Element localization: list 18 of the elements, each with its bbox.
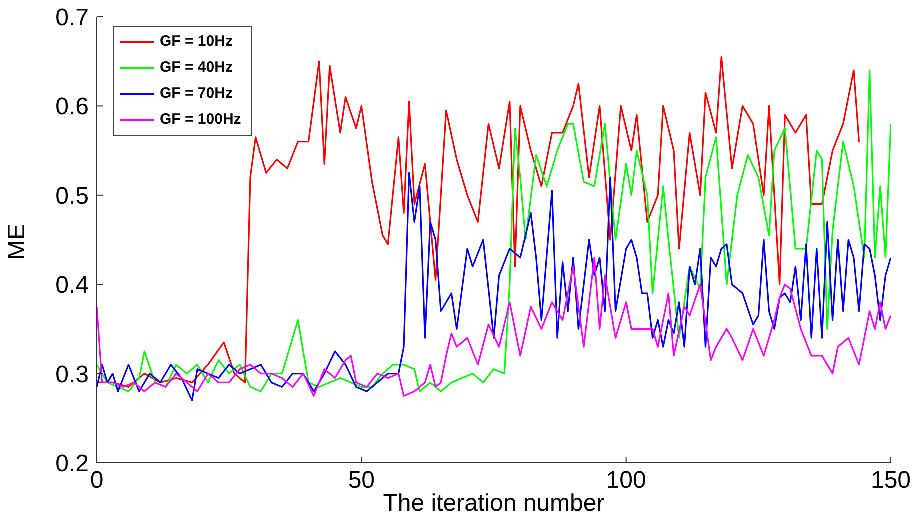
x-tick-label: 50 [348, 467, 376, 494]
legend-label: GF = 40Hz [160, 58, 233, 78]
line-series [97, 257, 891, 397]
y-tick-label: 0.7 [56, 4, 89, 32]
y-tick-label: 0.3 [56, 361, 89, 388]
y-axis-title: ME [4, 224, 31, 260]
y-tick-label: 0.5 [56, 182, 89, 210]
legend-label: GF = 10Hz [160, 32, 233, 52]
legend-label: GF = 70Hz [160, 84, 233, 104]
y-tick-label: 0.6 [56, 94, 89, 121]
y-tick-label: 0.4 [56, 272, 89, 300]
x-tick-label: 150 [870, 467, 912, 494]
line-series [97, 172, 891, 402]
x-tick-label: 0 [90, 467, 104, 494]
legend-label: GF = 100Hz [160, 110, 242, 130]
y-tick-label: 0.2 [56, 450, 89, 478]
x-axis-title: The iteration number [383, 490, 605, 517]
x-tick-label: 100 [606, 467, 646, 494]
